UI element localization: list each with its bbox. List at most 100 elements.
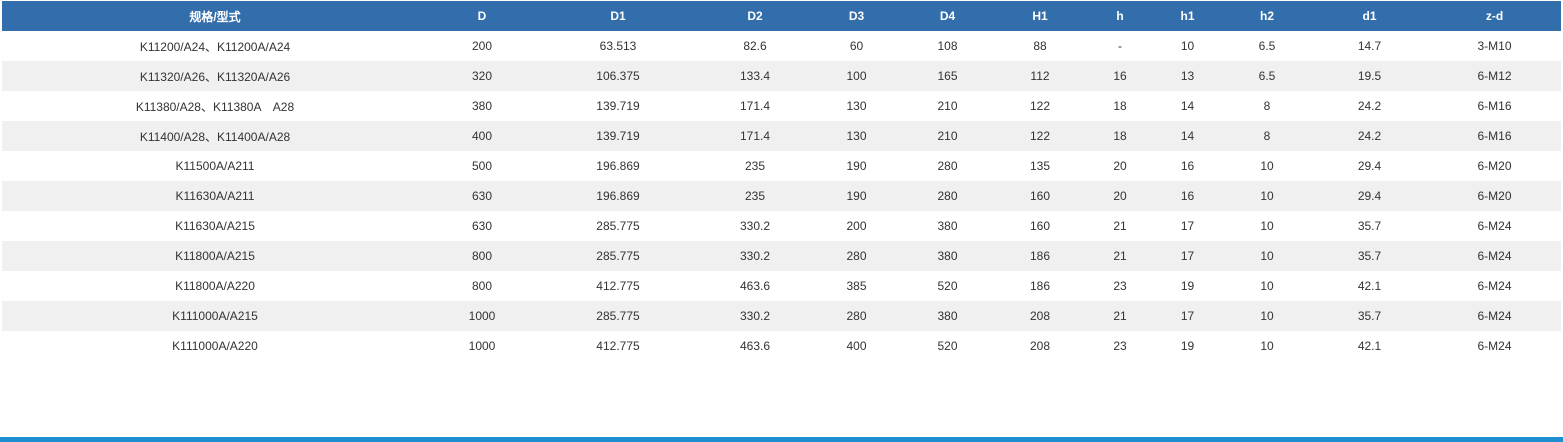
model-cell: K11500A/A211 <box>175 159 255 173</box>
table-cell: 235 <box>744 189 766 203</box>
column-header: h1 <box>1180 9 1195 23</box>
table-cell: 24.2 <box>1357 99 1382 113</box>
table-cell: 6-M24 <box>1477 279 1512 293</box>
table-cell: 16 <box>1180 189 1195 203</box>
table-cell: 630 <box>471 219 493 233</box>
table-cell: 139.719 <box>596 129 640 143</box>
table-cell: 8 <box>1263 129 1271 143</box>
table-cell: 17 <box>1180 309 1195 323</box>
table-cell: 210 <box>937 99 958 113</box>
table-cell: 10 <box>1260 309 1274 323</box>
table-cell: 520 <box>937 279 958 293</box>
column-header: D4 <box>939 9 956 23</box>
table-cell: 380 <box>471 99 493 113</box>
table-cell: 171.4 <box>739 99 771 113</box>
column-header: z-d <box>1485 9 1504 23</box>
column-header: d1 <box>1362 9 1377 23</box>
table-cell: 1000 <box>468 339 496 353</box>
table-cell: 42.1 <box>1357 279 1382 293</box>
table-cell: 6-M24 <box>1477 309 1512 323</box>
table-cell: 380 <box>937 309 958 323</box>
table-cell: 380 <box>937 219 958 233</box>
table-cell: 6.5 <box>1258 69 1276 83</box>
table-row: K11800A/A215 800 285.775 330.2 280 380 186 21 17… <box>2 241 1561 271</box>
table-cell: 330.2 <box>739 309 771 323</box>
table-cell: 16 <box>1180 159 1195 173</box>
bottom-divider <box>0 437 1563 442</box>
table-cell: 330.2 <box>739 249 771 263</box>
table-cell: 3-M10 <box>1477 39 1512 53</box>
table-cell: 19.5 <box>1357 69 1382 83</box>
column-header: D3 <box>848 9 865 23</box>
table-row: K11500A/A211 500 196.869 235 190 280 135 20 16 10… <box>2 151 1561 181</box>
column-header: 规格/型式 <box>189 9 241 24</box>
table-cell: 108 <box>937 39 958 53</box>
table-cell: 280 <box>937 189 958 203</box>
table-cell: 29.4 <box>1357 189 1382 203</box>
table-cell: 463.6 <box>739 279 771 293</box>
table-cell: 190 <box>846 159 867 173</box>
model-cell: K11630A/A211 <box>175 189 255 203</box>
table-row: K11400/A28、K11400A/A28 400 139.719 171.4 130… <box>2 121 1561 151</box>
table-cell: 6-M16 <box>1477 129 1512 143</box>
table-cell: 35.7 <box>1357 219 1382 233</box>
table-cell: - <box>1118 39 1122 53</box>
table-cell: 82.6 <box>743 39 767 53</box>
table-cell: 160 <box>1029 219 1051 233</box>
table-cell: 200 <box>846 219 867 233</box>
table-cell: 200 <box>471 39 493 53</box>
table-cell: 196.869 <box>596 189 640 203</box>
table-cell: 21 <box>1113 219 1127 233</box>
table-cell: 17 <box>1180 219 1195 233</box>
table-cell: 10 <box>1180 39 1195 53</box>
table-cell: 280 <box>937 159 958 173</box>
table-cell: 10 <box>1260 189 1274 203</box>
table-row: K11800A/A220 800 412.775 463.6 385 520 186 23 19… <box>2 271 1561 301</box>
table-cell: 160 <box>1029 189 1051 203</box>
table-cell: 14.7 <box>1357 39 1382 53</box>
column-header: D <box>477 9 487 23</box>
table-row: K11320/A26、K11320A/A26 320 106.375 133.4 100… <box>2 61 1561 91</box>
table-cell: 190 <box>846 189 867 203</box>
table-cell: 112 <box>1030 69 1050 83</box>
model-cell: K11800A/A220 <box>175 279 255 293</box>
table-cell: 21 <box>1113 309 1127 323</box>
table-cell: 6-M24 <box>1477 339 1512 353</box>
table-row: K111000A/A215 1000 285.775 330.2 280 380 208 21… <box>2 301 1561 331</box>
table-cell: 280 <box>846 249 867 263</box>
table-cell: 10 <box>1260 249 1274 263</box>
column-header: H1 <box>1032 9 1048 23</box>
table-cell: 135 <box>1029 159 1051 173</box>
table-cell: 285.775 <box>596 219 640 233</box>
table-cell: 21 <box>1113 249 1127 263</box>
table-cell: 6-M20 <box>1477 189 1512 203</box>
table-row: K11630A/A215 630 285.775 330.2 200 380 160 21 17… <box>2 211 1561 241</box>
table-cell: 1000 <box>468 309 496 323</box>
model-cell: K111000A/A220 <box>172 339 258 353</box>
table-cell: 18 <box>1113 99 1127 113</box>
table-cell: 171.4 <box>739 129 771 143</box>
table-cell: 88 <box>1033 39 1047 53</box>
model-cell: K11630A/A215 <box>175 219 255 233</box>
table-cell: 6-M16 <box>1477 99 1512 113</box>
table-row: K111000A/A220 1000 412.775 463.6 400 520 208 23… <box>2 331 1561 361</box>
table-cell: 280 <box>846 309 867 323</box>
column-header: h <box>1116 9 1124 23</box>
spec-table: 规格/型式 D D1 D2 D3 D4 H1 h h1 h2 d1 z-d K11200/A24、K1… <box>2 1 1561 361</box>
table-cell: 60 <box>849 39 864 53</box>
table-cell: 385 <box>846 279 867 293</box>
table-cell: 6-M20 <box>1477 159 1512 173</box>
table-cell: 208 <box>1029 309 1051 323</box>
table-cell: 800 <box>471 279 493 293</box>
table-cell: 19 <box>1180 339 1195 353</box>
table-cell: 520 <box>937 339 958 353</box>
table-cell: 130 <box>846 129 867 143</box>
table-row: K11200/A24、K11200A/A24 200 63.513 82.6 60 108… <box>2 31 1561 61</box>
table-cell: 10 <box>1260 339 1274 353</box>
table-cell: 285.775 <box>596 249 640 263</box>
table-cell: 14 <box>1180 99 1195 113</box>
table-cell: 20 <box>1113 189 1127 203</box>
table-cell: 133.4 <box>739 69 771 83</box>
table-cell: 6.5 <box>1258 39 1276 53</box>
